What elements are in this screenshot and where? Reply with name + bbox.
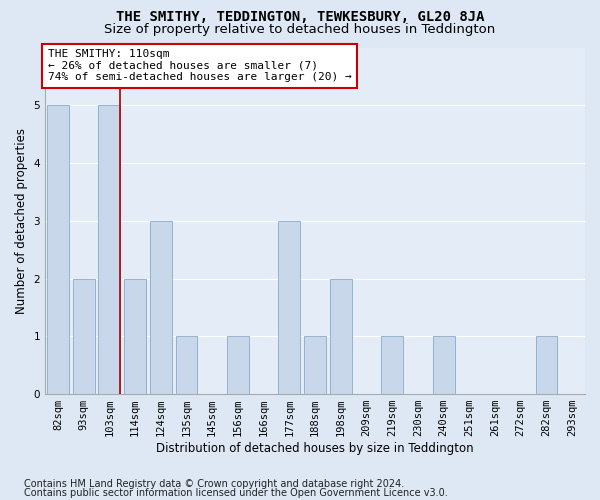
Bar: [47, 106, 69, 394]
Y-axis label: Number of detached properties: Number of detached properties: [15, 128, 28, 314]
Text: THE SMITHY, TEDDINGTON, TEWKESBURY, GL20 8JA: THE SMITHY, TEDDINGTON, TEWKESBURY, GL20…: [116, 10, 484, 24]
Bar: [433, 336, 455, 394]
X-axis label: Distribution of detached houses by size in Teddington: Distribution of detached houses by size …: [156, 442, 474, 455]
Bar: [150, 221, 172, 394]
Bar: [304, 336, 326, 394]
Bar: [73, 278, 95, 394]
Text: THE SMITHY: 110sqm
← 26% of detached houses are smaller (7)
74% of semi-detached: THE SMITHY: 110sqm ← 26% of detached hou…: [48, 49, 352, 82]
Bar: [330, 278, 352, 394]
Bar: [278, 221, 300, 394]
Text: Contains public sector information licensed under the Open Government Licence v3: Contains public sector information licen…: [24, 488, 448, 498]
Bar: [227, 336, 249, 394]
Text: Contains HM Land Registry data © Crown copyright and database right 2024.: Contains HM Land Registry data © Crown c…: [24, 479, 404, 489]
Bar: [536, 336, 557, 394]
Text: Size of property relative to detached houses in Teddington: Size of property relative to detached ho…: [104, 22, 496, 36]
Bar: [176, 336, 197, 394]
Bar: [381, 336, 403, 394]
Bar: [98, 106, 120, 394]
Bar: [124, 278, 146, 394]
